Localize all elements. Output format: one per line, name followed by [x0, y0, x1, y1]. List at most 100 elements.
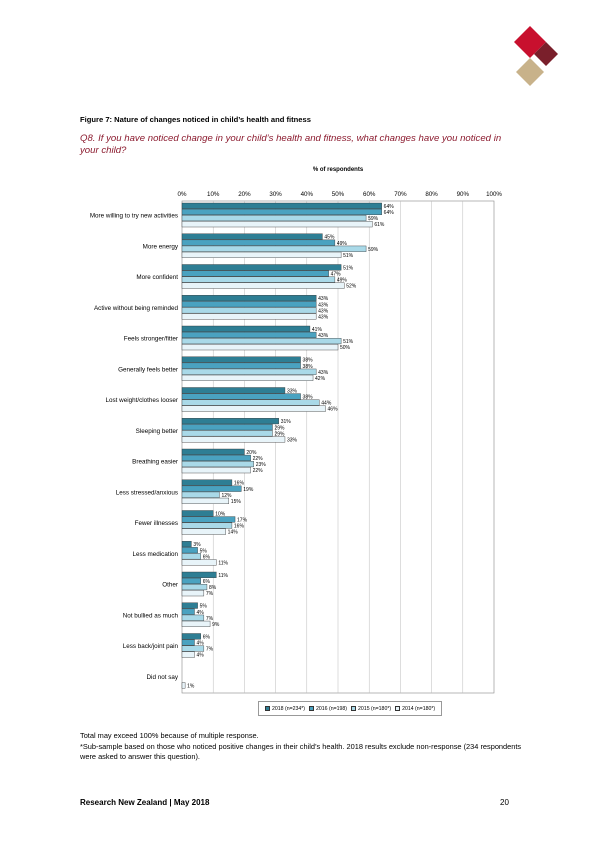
bar: [181, 418, 279, 425]
legend-item: 2018 (n=234*): [265, 706, 305, 712]
data-label: 43%: [318, 370, 329, 376]
bar: [181, 577, 201, 584]
category-label: Generally feels better: [118, 366, 178, 373]
data-label: 49%: [337, 241, 348, 247]
note-total: Total may exceed 100% because of multipl…: [80, 731, 259, 740]
bar: [181, 221, 373, 228]
x-tick-label: 20%: [238, 191, 251, 198]
category-label: More willing to try new activities: [90, 213, 178, 220]
bar: [181, 233, 323, 240]
data-label: 7%: [206, 616, 214, 622]
legend-label: 2015 (n=180*): [358, 705, 392, 712]
data-label: 33%: [287, 388, 298, 394]
footer-brand: Research New Zealand | May 2018: [80, 798, 210, 807]
data-label: 4%: [196, 641, 204, 647]
data-label: 45%: [324, 235, 335, 241]
bar: [181, 559, 217, 566]
bar: [181, 541, 192, 548]
bar: [181, 602, 198, 609]
bar: [181, 430, 273, 437]
data-label: 10%: [215, 511, 226, 517]
category-label: Active without being reminded: [94, 305, 179, 312]
data-label: 51%: [343, 253, 354, 259]
bar: [181, 270, 329, 277]
category-label: More confident: [136, 274, 178, 281]
bar: [181, 608, 195, 615]
data-label: 38%: [303, 358, 314, 364]
bar: [181, 356, 301, 363]
bar: [181, 295, 317, 302]
bar: [181, 571, 217, 578]
legend-label: 2016 (n=198): [316, 705, 348, 712]
bar: [181, 245, 367, 252]
bar: [181, 208, 382, 216]
bar: [181, 651, 195, 658]
bar: [181, 202, 382, 209]
bar: [181, 331, 317, 339]
x-tick-label: 0%: [178, 191, 187, 198]
data-label: 43%: [318, 314, 329, 320]
data-label: 14%: [228, 530, 239, 536]
bar: [181, 467, 251, 474]
bar: [181, 251, 342, 258]
data-label: 7%: [206, 647, 214, 653]
bar: [181, 497, 229, 504]
data-label: 59%: [368, 216, 379, 222]
data-label: 59%: [368, 247, 379, 253]
x-tick-label: 100%: [486, 191, 502, 198]
bar: [181, 461, 254, 468]
data-label: 43%: [318, 333, 329, 339]
bar: [181, 584, 208, 591]
legend-swatch: [265, 706, 270, 711]
category-label: Other: [162, 582, 178, 589]
data-label: 43%: [318, 296, 329, 302]
bar: [181, 344, 339, 351]
bar: [181, 485, 242, 492]
figure-title: Figure 7: Nature of changes noticed in c…: [80, 115, 311, 124]
logo-dark-diamond: [534, 42, 558, 66]
x-tick-label: 50%: [332, 191, 345, 198]
category-label: Fewer illnesses: [135, 520, 178, 527]
page-number: 20: [500, 798, 509, 807]
data-label: 3%: [193, 542, 201, 548]
data-label: 51%: [343, 339, 354, 345]
data-label: 42%: [315, 376, 326, 382]
category-label: Sleeping better: [136, 428, 178, 435]
bar: [181, 393, 301, 400]
bar: [181, 362, 301, 369]
bar: [181, 424, 273, 431]
data-label: 61%: [374, 222, 385, 228]
data-label: 43%: [318, 308, 329, 314]
category-label: Breathing easier: [132, 459, 178, 466]
bar: [181, 276, 336, 283]
data-label: 38%: [303, 364, 314, 370]
data-label: 6%: [203, 554, 211, 560]
bar: [181, 282, 345, 289]
data-label: 38%: [303, 395, 314, 401]
category-label: Feels stronger/fitter: [124, 336, 178, 343]
legend-label: 2014 (n=180*): [402, 705, 436, 712]
data-label: 16%: [234, 481, 245, 487]
data-label: 6%: [203, 634, 211, 640]
data-label: 4%: [196, 610, 204, 616]
bar: [181, 313, 317, 320]
data-label: 11%: [218, 560, 228, 566]
data-label: 16%: [234, 524, 245, 530]
bar: [181, 553, 201, 560]
x-tick-label: 90%: [457, 191, 470, 198]
bar: [181, 405, 326, 412]
bar: [181, 516, 236, 523]
data-label: 17%: [237, 518, 248, 524]
legend-swatch: [351, 706, 357, 711]
data-label: 9%: [212, 622, 220, 628]
data-label: 12%: [221, 493, 232, 499]
company-logo: [514, 26, 558, 86]
bar: [181, 639, 195, 646]
legend-swatch: [395, 706, 401, 711]
legend-item: 2016 (n=198): [309, 706, 347, 712]
data-label: 29%: [274, 425, 285, 431]
data-label: 31%: [281, 419, 292, 425]
data-label: 22%: [253, 456, 264, 462]
x-tick-label: 60%: [363, 191, 376, 198]
bar: [181, 399, 320, 406]
